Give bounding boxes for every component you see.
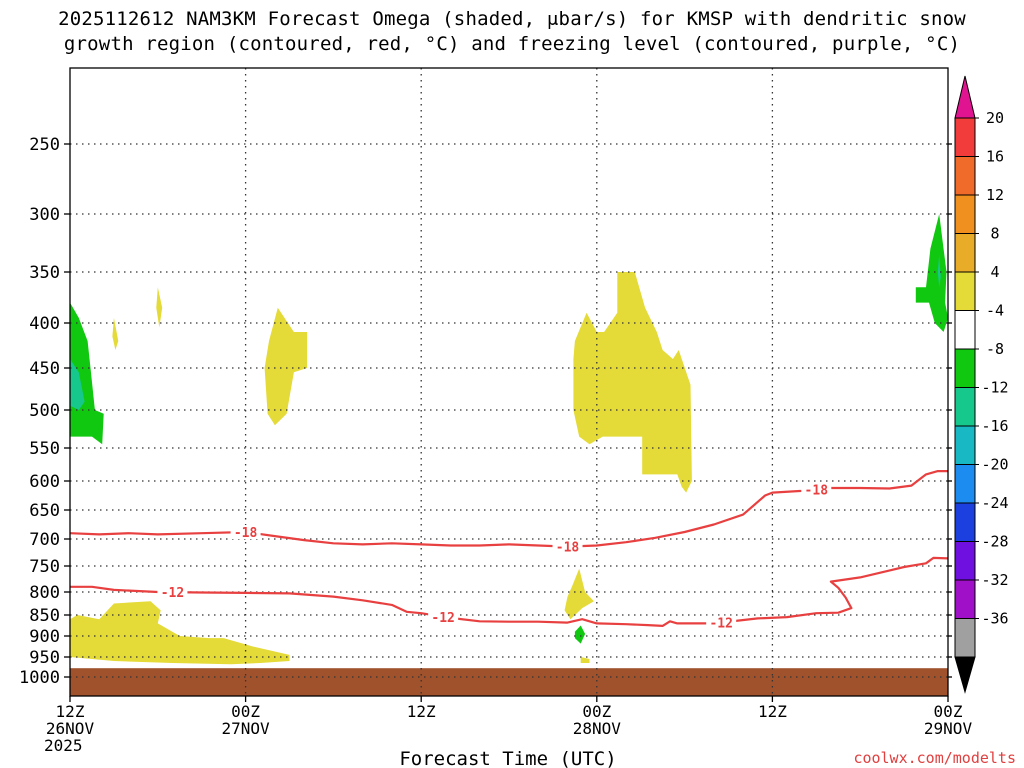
y-tick-label-250: 250 [29,135,60,155]
x-tick-label-2-0: 12Z [407,702,436,721]
omega-shade-region-11 [937,254,941,288]
colorbar-segment-7 [954,387,976,427]
colorbar-label-5: -4 [986,302,1004,320]
x-tick-label-0-2: 2025 [44,736,83,755]
omega-shading-layer [70,214,948,665]
grid-layer [70,68,948,696]
colorbar-label-9: -20 [981,456,1008,474]
colorbar-top-extension [954,75,976,119]
x-tick-label-1-0: 00Z [231,702,260,721]
y-tick-label-300: 300 [29,205,60,225]
y-tick-label-400: 400 [29,314,60,334]
y-tick-label-700: 700 [29,530,60,550]
contour-line--12 [70,556,949,627]
colorbar-segment-5 [954,310,976,350]
colorbar-label-1: 16 [986,148,1004,166]
colorbar-label-7: -12 [981,379,1008,397]
omega-shade-region-6 [573,272,692,493]
contour-label-bg [801,482,832,497]
y-tick-label-900: 900 [29,627,60,647]
y-tick-label-450: 450 [29,359,60,379]
colorbar-label-0: 20 [986,109,1004,127]
omega-shade-region-0 [70,601,290,665]
colorbar-label-8: -16 [981,417,1008,435]
colorbar-label-11: -28 [981,533,1008,551]
x-axis-label: Forecast Time (UTC) [399,748,616,768]
colorbar-label-3: 8 [990,225,999,243]
y-tick-label-850: 850 [29,606,60,626]
x-tick-label-0-1: 26NOV [46,719,95,738]
contour-label-bg [552,539,583,554]
y-tick-label-550: 550 [29,439,60,459]
omega-shade-region-3 [264,307,308,426]
x-tick-label-4-0: 12Z [758,702,787,721]
axes-layer: 2503003504004505005506006507007508008509… [19,67,973,755]
omega-shade-region-1 [112,317,119,350]
contour-label--18: -18 [556,541,580,556]
contour-label--18: -18 [234,526,258,541]
colorbar-segment-10 [954,502,976,542]
contour-label-bg [157,585,188,600]
contour-label-bg [230,525,261,540]
y-tick-label-500: 500 [29,401,60,421]
x-tick-label-3-1: 28NOV [573,719,622,738]
colorbar-label-13: -36 [981,610,1008,628]
omega-shade-region-5 [580,657,590,663]
plot-frame [69,67,949,697]
omega-shade-region-9 [574,625,586,644]
colorbar-segment-2 [954,194,976,234]
terrain-layer [70,668,948,696]
colorbar-segment-4 [954,271,976,311]
contour-label--12: -12 [431,611,454,626]
colorbar-segment-12 [954,579,976,619]
omega-shade-region-8 [70,359,85,410]
y-tick-label-950: 950 [29,648,60,668]
colorbar-segment-0 [954,117,976,157]
x-tick-label-0-0: 12Z [56,702,85,721]
colorbar-segment-11 [954,541,976,581]
x-tick-label-1-1: 27NOV [222,719,271,738]
omega-shade-region-4 [564,568,594,620]
y-tick-label-650: 650 [29,501,60,521]
x-tick-label-3-0: 00Z [582,702,611,721]
colorbar-segment-13 [954,618,976,658]
colorbar-label-12: -32 [981,571,1008,589]
colorbar-label-6: -8 [986,340,1004,358]
axis-labels-layer: Forecast Time (UTC) coolwx.com/modelts [399,748,1016,768]
watermark-text: coolwx.com/modelts [853,749,1016,767]
colorbar-bottom-extension [954,656,976,694]
omega-shade-region-10 [915,214,948,332]
contour-label-bg [428,609,459,624]
omega-shade-region-2 [156,287,163,328]
x-tick-label-5-0: 00Z [934,702,963,721]
colorbar: 20 16 12 8 4 -4 -8 -12 -16 -20 -24 -28 -32 -36 [954,75,1009,694]
colorbar-label-4: 4 [990,263,999,281]
y-tick-label-350: 350 [29,263,60,283]
colorbar-segment-9 [954,464,976,504]
contour-label-bg [706,615,737,630]
temperature-contour-layer: -18 -18 -18 -12 -12 -12 [69,470,949,632]
colorbar-label-10: -24 [981,494,1008,512]
contour-label--12: -12 [161,586,184,601]
colorbar-segment-8 [954,425,976,465]
x-tick-label-5-1: 29NOV [924,719,973,738]
y-tick-label-1000: 1000 [19,668,60,688]
terrain-below-ground [70,668,948,696]
colorbar-segment-6 [954,348,976,388]
colorbar-label-2: 12 [986,186,1004,204]
contour-label--18: -18 [805,483,829,498]
colorbar-segment-3 [954,233,976,273]
y-tick-label-750: 750 [29,557,60,577]
contour-label--12: -12 [709,617,732,632]
chart-title-line-2: growth region (contoured, red, °C) and f… [63,33,961,55]
chart-title-line-1: 2025112612 NAM3KM Forecast Omega (shaded… [58,8,966,30]
y-tick-label-600: 600 [29,472,60,492]
y-tick-label-800: 800 [29,583,60,603]
colorbar-segment-1 [954,156,976,196]
